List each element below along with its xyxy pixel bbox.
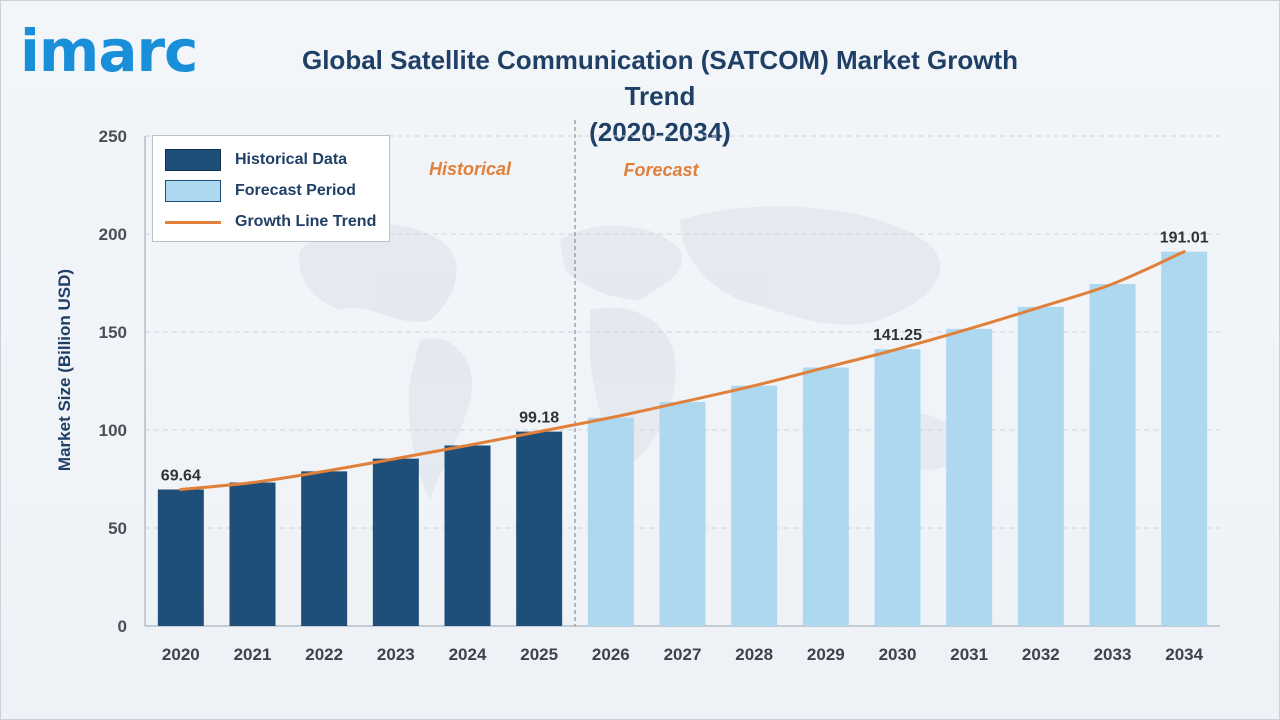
legend-swatch-forecast bbox=[165, 180, 221, 202]
legend: Historical Data Forecast Period Growth L… bbox=[152, 135, 390, 242]
legend-swatch-trend bbox=[165, 220, 221, 224]
bar-2025 bbox=[516, 431, 563, 626]
x-tick-label: 2034 bbox=[1165, 645, 1203, 664]
y-tick-label: 50 bbox=[108, 519, 127, 538]
bar-2032 bbox=[1017, 306, 1064, 626]
bar-2028 bbox=[731, 385, 778, 626]
x-tick-label: 2026 bbox=[592, 645, 630, 664]
legend-item-forecast: Forecast Period bbox=[165, 179, 356, 203]
bar-2023 bbox=[372, 458, 419, 626]
x-tick-label: 2030 bbox=[879, 645, 917, 664]
x-tick-label: 2022 bbox=[305, 645, 343, 664]
y-tick-label: 150 bbox=[99, 323, 127, 342]
legend-label-trend: Growth Line Trend bbox=[235, 213, 377, 230]
region-label-historical: Historical bbox=[429, 159, 512, 179]
world-map-watermark bbox=[299, 206, 965, 500]
bar-2024 bbox=[444, 445, 491, 626]
x-tick-label: 2023 bbox=[377, 645, 415, 664]
labels: 0 50 100 150 200 250 Historical Forecast 2020 202… bbox=[99, 127, 1209, 664]
x-tick-label: 2025 bbox=[520, 645, 558, 664]
x-tick-label: 2033 bbox=[1094, 645, 1132, 664]
legend-label-forecast: Forecast Period bbox=[235, 182, 356, 199]
y-tick-label: 100 bbox=[99, 421, 127, 440]
bar-2033 bbox=[1089, 283, 1136, 626]
x-tick-label: 2024 bbox=[449, 645, 487, 664]
y-tick-label: 200 bbox=[99, 225, 127, 244]
legend-item-historical: Historical Data bbox=[165, 148, 347, 172]
chart-title-line-1: Global Satellite Communication (SATCOM) … bbox=[301, 45, 1018, 111]
x-tick-label: 2029 bbox=[807, 645, 845, 664]
x-tick-label: 2031 bbox=[950, 645, 988, 664]
trend-line bbox=[179, 250, 1186, 492]
y-tick-label: 250 bbox=[99, 127, 127, 146]
bar-2020 bbox=[157, 489, 204, 626]
legend-swatch-historical bbox=[165, 149, 221, 171]
x-tick-label: 2028 bbox=[735, 645, 773, 664]
data-label-2034: 191.01 bbox=[1160, 230, 1209, 247]
bar-2031 bbox=[946, 328, 993, 626]
bar-2029 bbox=[802, 367, 849, 626]
y-tick-label: 0 bbox=[118, 617, 127, 636]
region-label-forecast: Forecast bbox=[623, 160, 699, 180]
data-label-2020: 69.64 bbox=[161, 468, 201, 485]
legend-item-trend: Growth Line Trend bbox=[165, 210, 376, 234]
chart-title-line-2: (2020-2034) bbox=[589, 117, 731, 147]
bar-2030 bbox=[874, 349, 921, 626]
bar-2034 bbox=[1161, 251, 1208, 626]
trend-line-group bbox=[179, 250, 1186, 492]
data-label-2025: 99.18 bbox=[519, 410, 559, 427]
bar-2026 bbox=[587, 417, 634, 626]
legend-label-historical: Historical Data bbox=[235, 151, 348, 168]
x-tick-label: 2020 bbox=[162, 645, 200, 664]
imarc-logo: imarc bbox=[20, 17, 198, 85]
data-label-2030: 141.25 bbox=[873, 327, 922, 344]
bar-2021 bbox=[229, 482, 276, 626]
bar-2022 bbox=[301, 471, 348, 626]
bars bbox=[157, 251, 1208, 626]
chart-title: Global Satellite Communication (SATCOM) … bbox=[290, 42, 1030, 150]
x-tick-label: 2032 bbox=[1022, 645, 1060, 664]
x-tick-label: 2021 bbox=[234, 645, 272, 664]
bar-2027 bbox=[659, 401, 706, 626]
x-tick-label: 2027 bbox=[664, 645, 702, 664]
